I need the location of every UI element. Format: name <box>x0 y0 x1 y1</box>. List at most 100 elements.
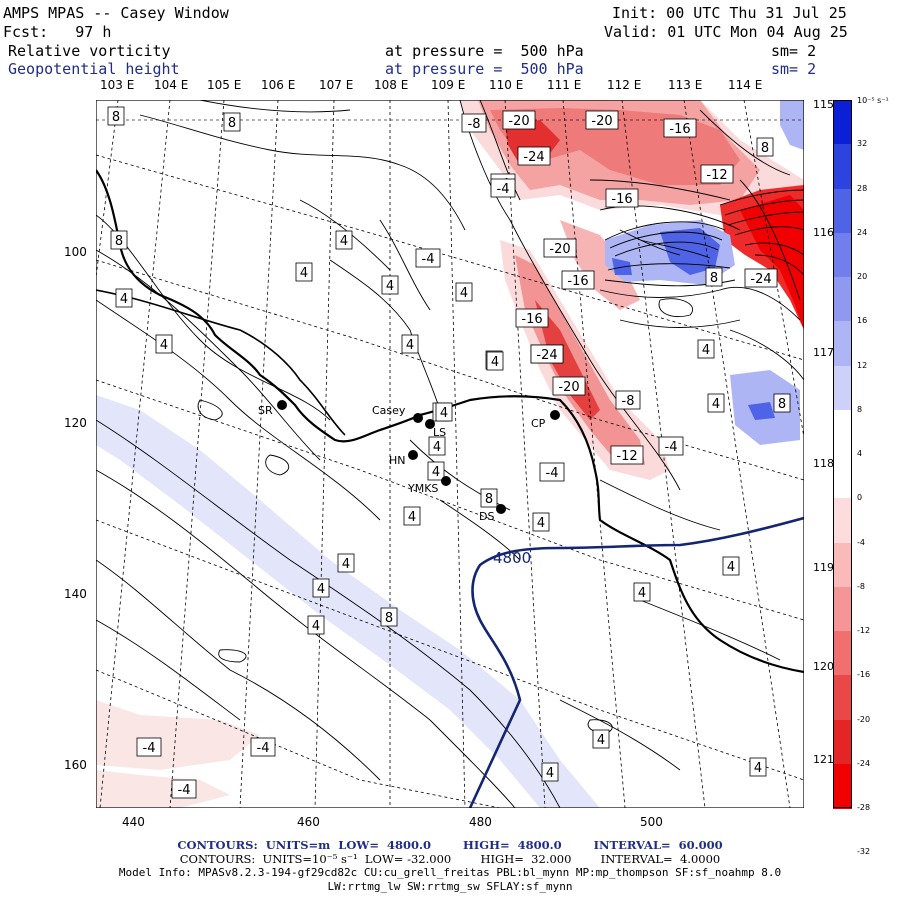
x-tick-label: 460 <box>297 815 320 829</box>
contour-label: 4 <box>712 397 720 412</box>
lon-label: 112 E <box>607 78 642 92</box>
contour-label: -4 <box>178 783 191 798</box>
pos-vort-band <box>96 395 600 808</box>
contour-label-box <box>541 762 559 782</box>
neg-vort-region <box>96 770 230 808</box>
colorbar-swatch <box>833 277 852 322</box>
contour-label-box <box>633 582 651 602</box>
colorbar-swatch <box>833 188 852 234</box>
contour-label-box <box>250 737 276 757</box>
contour-label: 4 <box>386 279 394 294</box>
contour-label-box <box>756 137 774 157</box>
contour-label: -12 <box>616 449 637 464</box>
contour-label: 4 <box>432 465 440 480</box>
contour-label: -20 <box>508 114 529 129</box>
contour-label-box <box>490 178 516 198</box>
contour-label: 4 <box>638 586 646 601</box>
station-markers: SR Casey LS HN YMKS DS CP <box>258 400 560 523</box>
contour-label: -20 <box>558 380 579 395</box>
colorbar-swatch <box>833 454 852 499</box>
contour-label-box <box>530 344 564 364</box>
field1-smoothing: sm= 2 <box>771 42 817 60</box>
contour-label: 4 <box>433 440 441 455</box>
y-tick-label: 100 <box>64 245 87 259</box>
colorbar-swatch <box>833 365 852 411</box>
colorbar-label: -8 <box>857 581 865 591</box>
colorbar-label: 0 <box>857 493 863 503</box>
station-label: DS <box>479 510 494 523</box>
contour-label-box <box>461 113 487 133</box>
colorbar-label: -12 <box>857 626 871 635</box>
contour-label-box <box>502 110 536 130</box>
station-dot <box>496 504 506 514</box>
contour-label: 4 <box>727 560 735 575</box>
station-dot <box>413 413 423 423</box>
y-tick-label: 160 <box>64 758 87 772</box>
contour-label: 8 <box>710 271 718 286</box>
contour-label: 8 <box>228 116 236 131</box>
contour-label: 4 <box>342 557 350 572</box>
contour-label: -20 <box>591 114 612 129</box>
contour-label: -8 <box>468 117 481 132</box>
contour-label: 8 <box>485 492 493 507</box>
lon-label: 106 E <box>261 78 296 92</box>
lon-label: 109 E <box>431 78 466 92</box>
contour-label-box <box>415 248 441 268</box>
colorbar-swatch <box>833 631 852 676</box>
station-label: LS <box>433 426 446 439</box>
contour-label-box <box>517 146 551 166</box>
contour-label: -4 <box>546 466 559 481</box>
colorbar-swatch <box>833 144 852 189</box>
station-label: SR <box>258 404 273 417</box>
station-dot <box>408 450 418 460</box>
pos-vort-core <box>612 258 632 275</box>
model-physics: LW:rrtmg_lw SW:rrtmg_sw SFLAY:sf_mynn <box>327 880 573 893</box>
contour-label-box <box>381 275 399 295</box>
field1-name: Relative vorticity <box>8 42 171 60</box>
contour-label: 4 <box>317 582 325 597</box>
colorbar-frame <box>833 100 852 808</box>
init-time: Init: 00 UTC Thu 31 Jul 25 <box>612 4 847 22</box>
lon-label: 104 E <box>154 78 189 92</box>
lon-label: 105 E <box>207 78 242 92</box>
neg-vort-region <box>515 255 645 465</box>
contour-label-box <box>428 436 446 456</box>
contour-label: 4 <box>702 343 710 358</box>
valid-time: Valid: 01 UTC Mon 04 Aug 25 <box>604 23 848 41</box>
contour-label: 8 <box>112 110 120 125</box>
station-label: Casey <box>372 404 406 417</box>
station-dot <box>441 476 451 486</box>
coastline-inner <box>96 289 346 436</box>
lon-label: 108 E <box>374 78 409 92</box>
contour-label-box <box>486 351 504 371</box>
contour-label: 4 <box>300 266 308 281</box>
contour-label-box <box>403 506 421 526</box>
colorbar-label: -4 <box>857 537 865 547</box>
contour-label: 4 <box>460 286 468 301</box>
contour-label-box <box>592 729 610 749</box>
colorbar-label: 4 <box>857 449 863 458</box>
contour-label: 8 <box>115 234 123 249</box>
contour-label-box <box>335 230 353 250</box>
vorticity-contour-info: CONTOURS: UNITS=10⁻⁵ s⁻¹ LOW= -32.000 HI… <box>179 852 721 866</box>
contour-label-box <box>697 339 715 359</box>
contour-label-box <box>610 445 644 465</box>
contour-label: 4 <box>537 516 545 531</box>
y-tick-label: 140 <box>64 587 87 601</box>
contour-label-box <box>585 110 619 130</box>
station-label: YMKS <box>407 482 438 495</box>
colorbar-swatch <box>833 321 852 366</box>
pos-vort-core <box>748 402 775 420</box>
contour-label: -16 <box>567 274 588 289</box>
contour-label-box <box>307 615 325 635</box>
colorbar-swatch <box>833 409 852 455</box>
contour-label-box <box>773 393 791 413</box>
colorbar-label: -28 <box>857 803 871 812</box>
y-tick-label: 120 <box>64 416 87 430</box>
lon-label: 110 E <box>489 78 524 92</box>
contour-label-box <box>337 553 355 573</box>
contour-label-box <box>115 288 133 308</box>
colorbar-label: 8 <box>857 404 863 414</box>
contour-label-box <box>705 267 723 287</box>
